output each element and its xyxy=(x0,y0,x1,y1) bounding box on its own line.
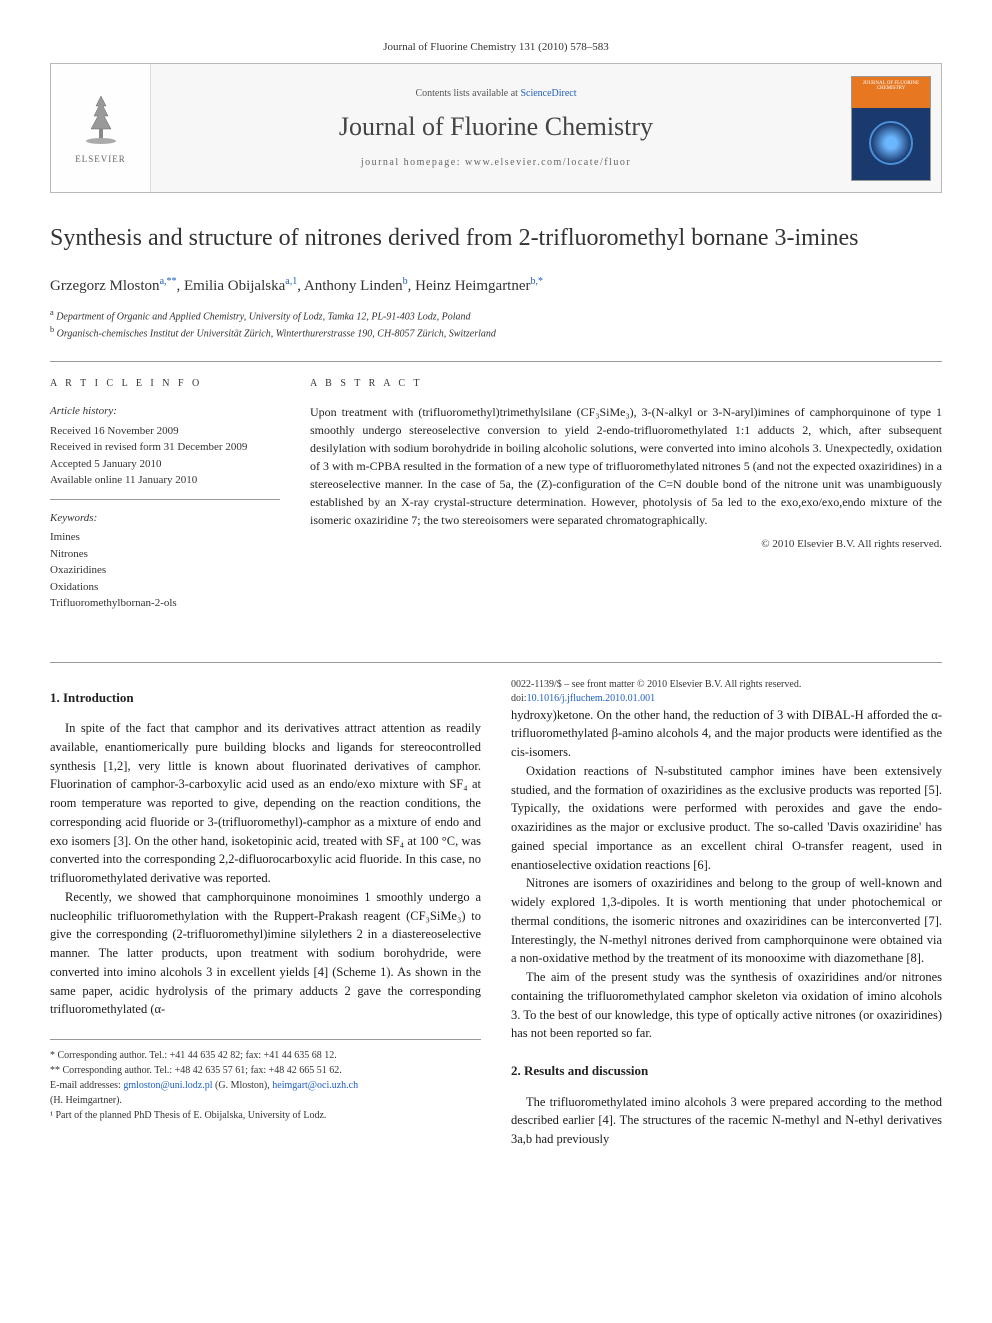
journal-homepage: journal homepage: www.elsevier.com/locat… xyxy=(361,156,631,170)
footnotes-block: * Corresponding author. Tel.: +41 44 635… xyxy=(50,1039,481,1123)
keyword-1: Imines xyxy=(50,529,280,546)
affiliation-a: a Department of Organic and Applied Chem… xyxy=(50,307,942,324)
author-list: Grzegorz Mlostona,**, Emilia Obijalskaa,… xyxy=(50,275,942,297)
article-title: Synthesis and structure of nitrones deri… xyxy=(50,223,942,254)
article-info-heading: A R T I C L E I N F O xyxy=(50,377,280,391)
contents-available-line: Contents lists available at ScienceDirec… xyxy=(415,87,576,101)
keyword-3: Oxaziridines xyxy=(50,562,280,579)
body-two-column: 1. Introduction In spite of the fact tha… xyxy=(50,678,942,1149)
journal-banner: ELSEVIER Contents lists available at Sci… xyxy=(50,63,942,193)
keywords-label: Keywords: xyxy=(50,510,280,527)
article-history-block: Article history: Received 16 November 20… xyxy=(50,403,280,500)
keywords-block: Keywords: Imines Nitrones Oxaziridines O… xyxy=(50,510,280,622)
elsevier-logo[interactable]: ELSEVIER xyxy=(66,83,136,173)
author-2: Emilia Obijalska xyxy=(184,278,285,294)
footnote-corr-2: ** Corresponding author. Tel.: +48 42 63… xyxy=(50,1063,481,1078)
publisher-logo-box: ELSEVIER xyxy=(51,64,151,192)
contents-prefix: Contents lists available at xyxy=(415,88,520,99)
history-line-4: Available online 11 January 2010 xyxy=(50,472,280,489)
intro-p4: Oxidation reactions of N-substituted cam… xyxy=(511,762,942,875)
email-link-2[interactable]: heimgart@oci.uzh.ch xyxy=(272,1080,358,1091)
footnote-emails: E-mail addresses: gmloston@uni.lodz.pl (… xyxy=(50,1078,481,1108)
keyword-2: Nitrones xyxy=(50,546,280,563)
intro-p2: Recently, we showed that camphorquinone … xyxy=(50,888,481,1019)
divider xyxy=(50,361,942,362)
abstract-text: Upon treatment with (trifluoromethyl)tri… xyxy=(310,403,942,529)
footnote-phd: ¹ Part of the planned PhD Thesis of E. O… xyxy=(50,1108,481,1123)
affiliations: a Department of Organic and Applied Chem… xyxy=(50,307,942,342)
author-1-sup: a,** xyxy=(160,276,177,287)
intro-p3-continuation: hydroxy)ketone. On the other hand, the r… xyxy=(511,706,942,762)
author-1: Grzegorz Mloston xyxy=(50,278,160,294)
history-line-2: Received in revised form 31 December 200… xyxy=(50,439,280,456)
cover-thumbnail-box: JOURNAL OF FLUORINE CHEMISTRY xyxy=(841,64,941,192)
email-link-1[interactable]: gmloston@uni.lodz.pl xyxy=(123,1080,212,1091)
keyword-4: Oxidations xyxy=(50,579,280,596)
author-2-sup: a,1 xyxy=(285,276,297,287)
section-2-heading: 2. Results and discussion xyxy=(511,1061,942,1081)
info-abstract-row: A R T I C L E I N F O Article history: R… xyxy=(50,377,942,632)
author-3: Anthony Linden xyxy=(304,278,403,294)
journal-name: Journal of Fluorine Chemistry xyxy=(339,109,653,145)
sciencedirect-link[interactable]: ScienceDirect xyxy=(520,88,576,99)
banner-center: Contents lists available at ScienceDirec… xyxy=(151,64,841,192)
affiliation-b: b Organisch-chemisches Institut der Univ… xyxy=(50,324,942,341)
article-info-column: A R T I C L E I N F O Article history: R… xyxy=(50,377,280,632)
intro-p6: The aim of the present study was the syn… xyxy=(511,968,942,1043)
cover-title-text: JOURNAL OF FLUORINE CHEMISTRY xyxy=(856,81,926,92)
history-label: Article history: xyxy=(50,403,280,420)
footnote-corr-1: * Corresponding author. Tel.: +41 44 635… xyxy=(50,1048,481,1063)
journal-citation: Journal of Fluorine Chemistry 131 (2010)… xyxy=(50,40,942,55)
author-4-sup: b,* xyxy=(531,276,544,287)
doi-link[interactable]: 10.1016/j.jfluchem.2010.01.001 xyxy=(527,693,656,704)
author-4: Heinz Heimgartner xyxy=(415,278,530,294)
results-p1: The trifluoromethylated imino alcohols 3… xyxy=(511,1093,942,1149)
abstract-copyright: © 2010 Elsevier B.V. All rights reserved… xyxy=(310,537,942,552)
abstract-column: A B S T R A C T Upon treatment with (tri… xyxy=(310,377,942,632)
footer-block: 0022-1139/$ – see front matter © 2010 El… xyxy=(511,678,942,706)
author-3-sup: b xyxy=(403,276,408,287)
elsevier-text: ELSEVIER xyxy=(75,153,126,166)
history-line-1: Received 16 November 2009 xyxy=(50,423,280,440)
history-line-3: Accepted 5 January 2010 xyxy=(50,456,280,473)
tree-icon xyxy=(76,91,126,151)
intro-p1: In spite of the fact that camphor and it… xyxy=(50,719,481,888)
journal-cover-thumbnail[interactable]: JOURNAL OF FLUORINE CHEMISTRY xyxy=(851,76,931,181)
section-1-heading: 1. Introduction xyxy=(50,688,481,708)
front-matter-line: 0022-1139/$ – see front matter © 2010 El… xyxy=(511,678,942,692)
doi-line: doi:10.1016/j.jfluchem.2010.01.001 xyxy=(511,692,942,706)
keyword-5: Trifluoromethylbornan-2-ols xyxy=(50,595,280,612)
divider-2 xyxy=(50,662,942,663)
abstract-heading: A B S T R A C T xyxy=(310,377,942,391)
intro-p5: Nitrones are isomers of oxaziridines and… xyxy=(511,874,942,968)
